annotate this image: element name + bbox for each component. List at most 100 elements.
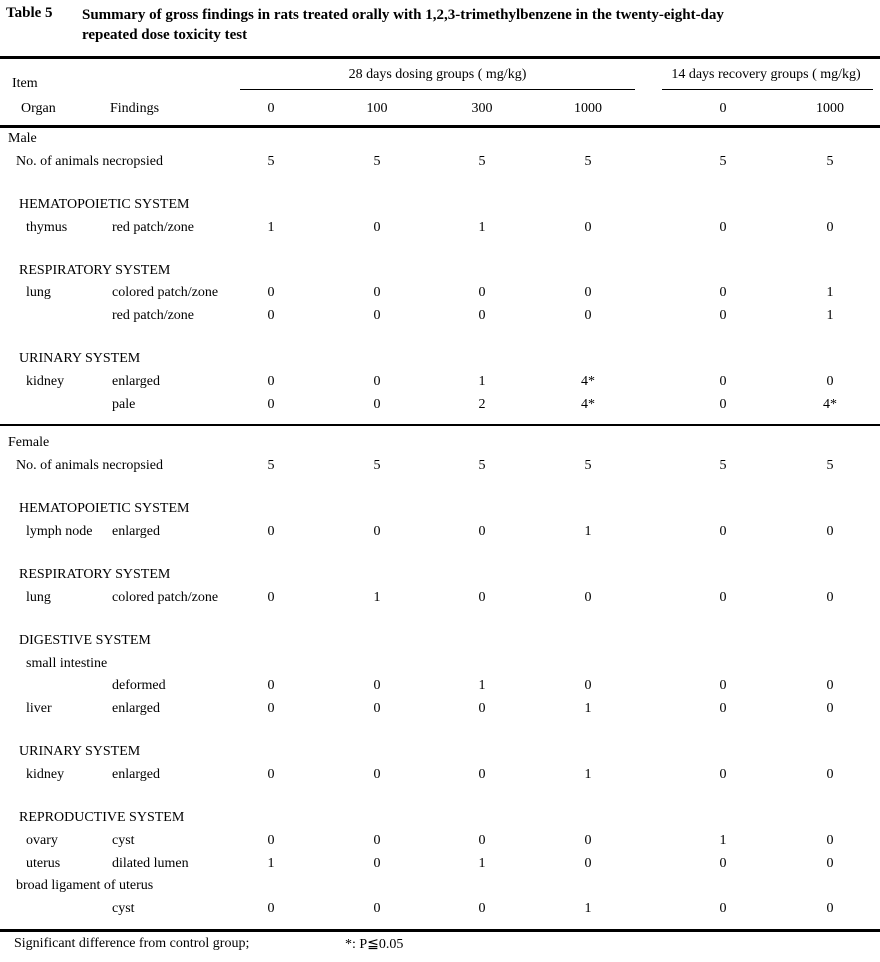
row-spacer	[0, 787, 880, 808]
value-cell: 0	[584, 832, 592, 848]
value-cell: 1	[478, 219, 486, 235]
finding-cell: red patch/zone	[112, 308, 195, 324]
value-cell: 0	[719, 701, 727, 717]
value-cell: 0	[267, 678, 275, 694]
table-row: lung colored patch/zone 0 1 0 0 0 0	[0, 587, 880, 610]
table-body: Male No. of animals necropsied 5 5 5 5 5 5 HEMAT…	[0, 128, 880, 956]
footnote-text: Significant difference from control grou…	[14, 935, 250, 951]
organ-system-row: URINARY SYSTEM	[0, 741, 880, 764]
dose-level-header: 0	[719, 101, 727, 116]
organ-cell: small intestine	[26, 655, 108, 671]
organ-system-label: RESPIRATORY SYSTEM	[19, 567, 171, 583]
bottom-rule	[0, 928, 880, 932]
dose-level-header: 1000	[816, 101, 844, 116]
table-row: lung colored patch/zone 0 0 0 0 0 1	[0, 282, 880, 305]
value-cell: 0	[267, 701, 275, 717]
finding-cell: enlarged	[112, 374, 160, 389]
value-cell: 0	[373, 678, 381, 694]
row-spacer	[0, 610, 880, 631]
value-cell: 0	[478, 589, 486, 605]
value-cell: 0	[267, 589, 275, 605]
row-spacer	[0, 544, 880, 565]
value-cell: 1	[826, 285, 834, 301]
row-spacer	[0, 721, 880, 742]
value-cell: 0	[826, 832, 834, 848]
value-cell: 0	[478, 766, 486, 782]
organ-system-label: DIGESTIVE SYSTEM	[19, 633, 151, 648]
value-cell: 0	[373, 219, 381, 235]
organ-system-row: RESPIRATORY SYSTEM	[0, 260, 880, 283]
sex-group-row: Male	[0, 128, 880, 151]
finding-cell: enlarged	[112, 701, 160, 717]
finding-cell: dilated lumen	[112, 855, 189, 871]
organ-system-label: HEMATOPOIETIC SYSTEM	[19, 501, 190, 517]
dose-level-header: 300	[471, 101, 493, 116]
value-cell: 5	[584, 458, 592, 474]
item-column-header: Item	[12, 76, 38, 91]
finding-cell: enlarged	[112, 766, 160, 782]
value-cell: 0	[267, 308, 275, 324]
table-title-line1: Summary of gross findings in rats treate…	[82, 7, 724, 23]
table-row: pale 0 0 2 4* 0 4*	[0, 394, 880, 417]
row-spacer	[0, 239, 880, 260]
value-cell: 0	[267, 766, 275, 782]
value-cell: 0	[267, 374, 275, 389]
finding-cell: cyst	[112, 832, 135, 848]
header-bottom-rule	[0, 125, 880, 128]
dose-level-header: 100	[366, 101, 388, 116]
value-cell: 5	[373, 153, 381, 169]
value-cell: 5	[826, 153, 834, 169]
finding-cell: colored patch/zone	[112, 589, 219, 605]
row-label: No. of animals necropsied	[16, 458, 163, 474]
value-cell: 0	[373, 285, 381, 301]
top-rule-divider	[0, 56, 880, 59]
value-cell: 0	[373, 374, 381, 389]
value-cell: 0	[267, 285, 275, 301]
recovery-groups-header: 14 days recovery groups ( mg/kg)	[671, 67, 861, 82]
value-cell: 0	[373, 766, 381, 782]
dose-level-header: 0	[267, 101, 275, 116]
table-title-line2: repeated dose toxicity test	[82, 27, 248, 43]
value-cell: 1	[719, 832, 727, 848]
value-cell: 1	[373, 589, 381, 605]
finding-cell: red patch/zone	[112, 219, 195, 235]
row-spacer	[0, 478, 880, 499]
value-cell: 0	[478, 701, 486, 717]
value-cell: 0	[826, 701, 834, 717]
value-cell: 0	[826, 766, 834, 782]
value-cell: 0	[826, 374, 834, 389]
value-cell: 5	[584, 153, 592, 169]
organ-system-label: HEMATOPOIETIC SYSTEM	[19, 196, 190, 212]
value-cell: 0	[719, 678, 727, 694]
value-cell: 0	[719, 308, 727, 324]
organ-system-label: RESPIRATORY SYSTEM	[19, 262, 171, 278]
value-cell: 0	[719, 285, 727, 301]
footnote: Significant difference from control grou…	[0, 936, 880, 956]
value-cell: 0	[373, 523, 381, 539]
organ-system-label: URINARY SYSTEM	[19, 351, 141, 367]
value-cell: 1	[478, 374, 486, 389]
organ-system-label: URINARY SYSTEM	[19, 744, 141, 760]
sex-group-row: Female	[0, 432, 880, 455]
value-cell: 4*	[581, 374, 595, 389]
value-cell: 0	[584, 678, 592, 694]
table-row: thymus red patch/zone 1 0 1 0 0 0	[0, 217, 880, 240]
value-cell: 5	[267, 458, 275, 474]
value-cell: 0	[373, 832, 381, 848]
value-cell: 1	[826, 308, 834, 324]
value-cell: 0	[719, 219, 727, 235]
table-number-label: Table 5	[6, 5, 53, 21]
value-cell: 0	[267, 832, 275, 848]
value-cell: 0	[719, 523, 727, 539]
value-cell: 5	[267, 153, 275, 169]
value-cell: 0	[719, 589, 727, 605]
value-cell: 5	[719, 458, 727, 474]
table-title: Summary of gross findings in rats treate…	[82, 5, 852, 45]
value-cell: 0	[826, 855, 834, 871]
value-cell: 0	[826, 900, 834, 916]
value-cell: 0	[478, 900, 486, 916]
value-cell: 5	[478, 153, 486, 169]
value-cell: 0	[826, 589, 834, 605]
table-row: No. of animals necropsied 5 5 5 5 5 5	[0, 151, 880, 174]
organ-system-row: URINARY SYSTEM	[0, 348, 880, 371]
